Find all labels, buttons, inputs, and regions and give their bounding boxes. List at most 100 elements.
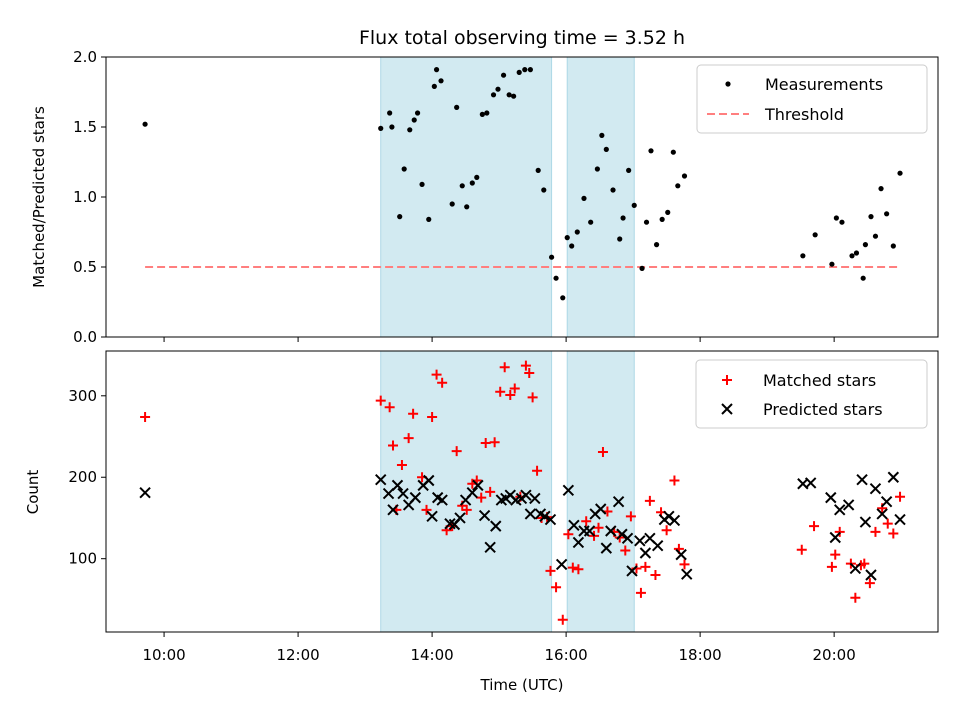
predicted-star-point [595,503,607,515]
measurement-point [490,92,497,98]
bottom-y-tick-label: 300 [68,387,97,405]
top-y-tick-label: 0.5 [73,258,97,276]
predicted-star-point [804,477,817,489]
predicted-star-point [583,525,596,537]
predicted-star-point [634,535,646,547]
matched-star-point [489,437,500,448]
predicted-star-point [520,489,532,501]
measurement-point [643,219,650,225]
x-axis-label: Time (UTC) [480,676,564,694]
matched-star-point [375,395,386,406]
predicted-star-point [484,541,496,554]
measurement-point [849,253,855,259]
predicted-star-point [834,504,846,516]
bottom-y-tick-label: 200 [68,468,97,486]
predicted-star-point [865,569,877,581]
predicted-star-point [842,499,855,511]
predicted-star-point [876,508,888,520]
matched-star-point [427,411,438,422]
matched-star-point [527,392,538,403]
measurement-point [626,167,632,173]
bottom-x-tick-label: 18:00 [679,646,722,664]
matched-star-point [679,559,690,570]
matched-star-point [495,386,506,397]
predicted-star-point [426,510,438,523]
matched-star-point [505,389,516,400]
matched-star-point [640,561,651,572]
predicted-star-point [466,487,479,499]
matched-star-point [895,491,906,502]
measurement-point [653,242,660,248]
predicted-star-point [880,495,893,508]
measurement-point [675,183,681,189]
bottom-x-tick-label: 12:00 [276,646,319,664]
matched-star-point [403,433,414,444]
predicted-star-point [490,520,502,532]
measurement-point [594,166,600,172]
matched-star-point [567,562,578,573]
top-y-tick-label: 0.0 [73,328,97,346]
bottom-y-tick-label: 100 [68,550,97,568]
measurement-point [839,219,845,225]
top-y-tick-label: 1.0 [73,188,97,206]
predicted-star-point [544,513,557,526]
top-legend: Measurements Threshold [696,64,928,134]
predicted-star-point [382,487,395,500]
predicted-star-point [562,484,575,496]
matched-star-point [563,529,574,540]
measurement-point [469,180,475,186]
measurement-point [581,195,587,201]
measurement-point [431,83,437,89]
predicted-star-point [612,495,625,508]
matched-star-point [532,465,543,476]
matched-star-point [669,475,680,486]
predicted-star-point [894,513,906,526]
bottom-y-axis-label: Count [24,470,42,515]
measurement-point [617,236,623,242]
matched-star-point [524,367,535,378]
measurement-point [897,170,903,176]
measurement-point [574,229,580,235]
matched-star-point [388,440,399,451]
predicted-star-point [825,491,837,504]
measurement-point [610,187,616,193]
matched-star-point [796,544,807,555]
predicted-star-point [626,565,638,577]
measurement-point [569,243,575,249]
predicted-star-point [829,531,841,544]
matched-star-point [809,521,820,532]
bottom-legend-box [695,359,928,429]
measurement-point [812,232,818,238]
measurement-point [620,215,626,221]
matched-star-point [864,578,875,589]
top-legend-box [696,64,928,134]
measurement-point [527,67,533,73]
predicted-star-point [887,471,900,483]
predicted-star-point [478,509,491,522]
measurement-point [860,275,866,281]
matched-star-point [882,518,893,529]
measurement-point [378,125,384,131]
measurement-point [397,214,403,220]
measurement-point [829,261,835,267]
matched-star-point [545,565,556,576]
predicted-star-point [668,514,681,527]
bottom-x-tick-label: 16:00 [544,646,587,664]
matched-star-point [140,411,151,422]
legend-measurements-label: Measurements [765,75,883,94]
measurement-point [800,253,806,259]
measurement-point [659,216,665,222]
matched-star-point [850,592,861,603]
matched-star-point [830,549,841,560]
top-plot-panel: 0.0 0.5 1.0 1.5 2.0 Measurements Threshold [73,48,939,346]
matched-star-point [476,492,487,503]
matched-star-point [384,402,395,413]
matched-star-point [509,383,520,394]
legend-predicted-marker [721,403,733,415]
bottom-axes-frame [105,350,939,633]
predicted-star-point [387,504,399,516]
matched-star-point [396,460,407,471]
measurement-point [560,295,566,301]
matched-star-point [573,564,584,575]
